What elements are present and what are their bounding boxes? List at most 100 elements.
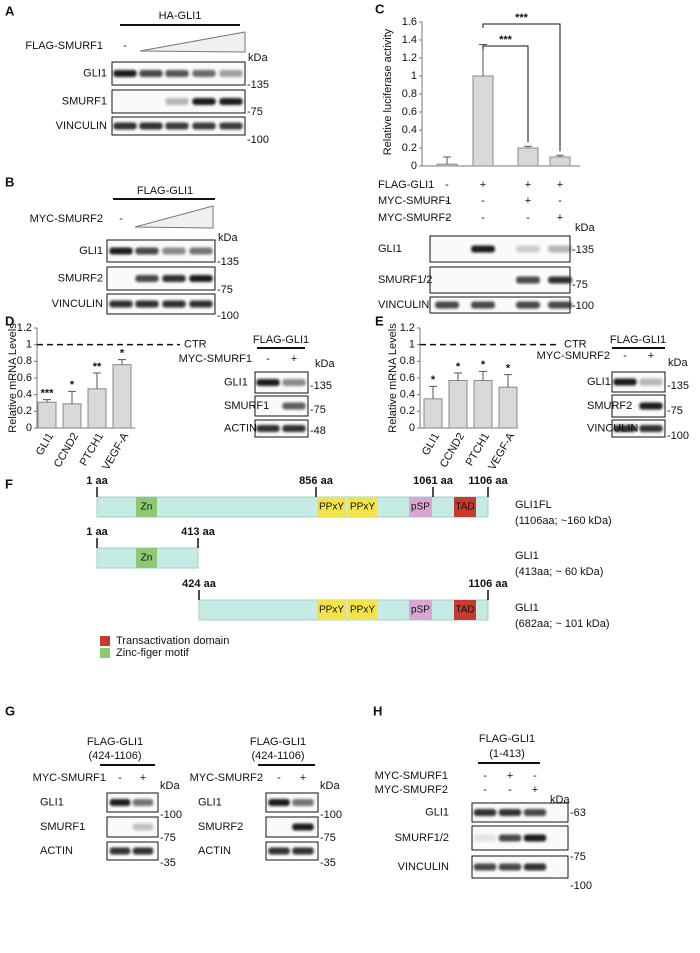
blot-band xyxy=(189,300,213,308)
size-marker: -100 xyxy=(217,310,239,322)
blot-band xyxy=(135,300,159,308)
reference-label: CTR xyxy=(184,339,207,351)
error-bar xyxy=(68,390,76,404)
blot-strip xyxy=(265,841,319,861)
condition-sign: + xyxy=(480,179,486,191)
domain-label: PPxY xyxy=(319,605,344,616)
blot-band xyxy=(109,247,133,255)
blot-strip xyxy=(429,266,571,294)
panel-letter: H xyxy=(373,703,382,718)
blot-band xyxy=(282,379,306,386)
panel-letter: D xyxy=(5,313,14,328)
domain-label: pSP xyxy=(411,605,430,616)
treatment-label: MYC-SMURF1 xyxy=(33,772,106,784)
blot-band xyxy=(473,809,497,816)
treatment-sign: + xyxy=(648,350,654,362)
blot-strip xyxy=(611,371,666,393)
treatment-sign: - xyxy=(277,772,281,784)
legend-label: Zinc-figer motif xyxy=(116,647,190,659)
error-bar xyxy=(93,372,101,389)
error-bar xyxy=(454,372,462,381)
domain-label: Zn xyxy=(141,553,153,564)
blot-row-label: GLI1 xyxy=(587,376,611,388)
dose-wedge xyxy=(134,205,214,229)
domain-label: PPxY xyxy=(350,502,375,513)
position-label: 1 aa xyxy=(86,526,108,538)
construct-name: GLI1 xyxy=(515,602,539,614)
panel-letter: C xyxy=(375,1,385,16)
treatment-sign: - xyxy=(483,784,487,796)
size-marker: -135 xyxy=(667,380,689,392)
y-tick-label: 0 xyxy=(409,422,415,434)
error-bar xyxy=(118,359,126,365)
blot-band xyxy=(516,245,540,253)
y-tick-label: 1 xyxy=(411,70,417,82)
blot-header: FLAG-GLI1 xyxy=(610,334,666,346)
error-bar xyxy=(524,145,532,148)
blot-header: FLAG-GLI1 xyxy=(87,736,143,748)
domain xyxy=(409,600,432,620)
significance: * xyxy=(456,361,461,373)
size-marker: -75 xyxy=(320,832,336,844)
y-tick-label: 0.6 xyxy=(402,106,417,118)
bar xyxy=(62,403,82,429)
construct-name: GLI1FL xyxy=(515,499,552,511)
blot-band xyxy=(292,823,314,831)
size-marker: -100 xyxy=(247,134,269,146)
blot-band xyxy=(516,301,540,309)
y-tick-label: 1.2 xyxy=(402,52,417,64)
blot-band xyxy=(113,122,137,130)
panel-letter: B xyxy=(5,174,14,189)
y-tick-label: 1.4 xyxy=(402,34,417,46)
position-label: 1106 aa xyxy=(468,578,508,590)
blot-row-label: SMURF2 xyxy=(58,272,103,284)
blot-band xyxy=(548,301,572,309)
size-marker: -75 xyxy=(160,832,176,844)
treatment-label: MYC-SMURF2 xyxy=(190,772,263,784)
size-marker: -75 xyxy=(667,405,683,417)
blot-band xyxy=(219,122,243,130)
blot-band xyxy=(498,809,522,816)
construct-description: (682aa; ~ 101 kDa) xyxy=(515,618,609,630)
y-tick-label: 0.2 xyxy=(17,405,32,417)
bar xyxy=(473,380,493,429)
position-label: 856 aa xyxy=(299,475,334,487)
blot-band xyxy=(639,378,663,386)
y-tick-label: 0.2 xyxy=(402,142,417,154)
significance: * xyxy=(120,348,125,360)
blot-band xyxy=(162,247,186,255)
y-tick-label: 0 xyxy=(411,160,417,172)
treatment-sign: - xyxy=(508,784,512,796)
blot-row-label: VINCULIN xyxy=(587,422,638,434)
blot-band xyxy=(613,378,637,386)
position-label: 424 aa xyxy=(182,578,217,590)
size-marker: -75 xyxy=(217,284,233,296)
bar xyxy=(37,401,57,429)
y-axis-label: Relative mRNA Levels xyxy=(7,323,19,433)
kda-unit: kDa xyxy=(160,780,180,792)
blot-strip xyxy=(106,293,216,315)
blot-band xyxy=(498,834,522,842)
bar xyxy=(87,388,107,429)
kda-unit: kDa xyxy=(668,357,688,369)
blot-row-label: SMURF1 xyxy=(62,95,107,107)
condition-label: MYC-SMURF2 xyxy=(378,212,451,224)
size-marker: -100 xyxy=(667,430,689,442)
panel-letter: F xyxy=(5,476,13,491)
domain xyxy=(317,600,346,620)
blot-band xyxy=(189,247,213,255)
blot-strip xyxy=(254,395,309,417)
condition-sign: - xyxy=(445,212,449,224)
condition-sign: - xyxy=(481,212,485,224)
domain xyxy=(409,497,432,517)
blot-row-label: GLI1 xyxy=(224,376,248,388)
blot-strip xyxy=(265,792,319,813)
size-marker: -75 xyxy=(570,851,586,863)
bar xyxy=(498,386,518,429)
significance: * xyxy=(431,374,436,386)
kda-unit: kDa xyxy=(248,52,268,64)
blot-row-label: ACTIN xyxy=(224,422,257,434)
kda-unit: kDa xyxy=(575,222,595,234)
kda-unit: kDa xyxy=(218,232,238,244)
bar xyxy=(423,398,443,429)
